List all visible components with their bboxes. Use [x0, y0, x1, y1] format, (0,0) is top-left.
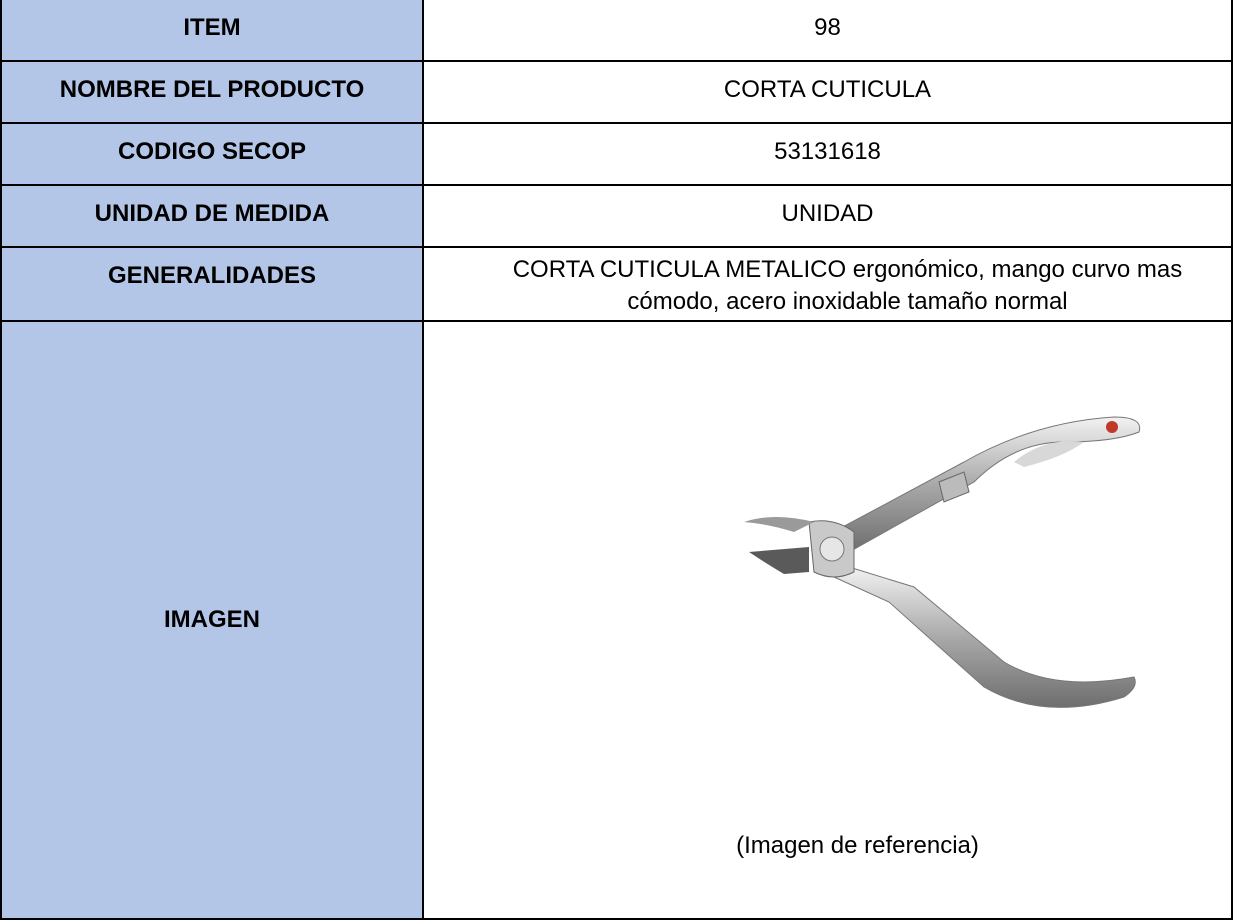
- label-cell: UNIDAD DE MEDIDA: [0, 184, 424, 248]
- label-cell: GENERALIDADES: [0, 246, 424, 322]
- row: GENERALIDADES CORTA CUTICULA METALICO er…: [0, 246, 1233, 322]
- label: UNIDAD DE MEDIDA: [94, 200, 330, 227]
- label-cell: CODIGO SECOP: [0, 122, 424, 186]
- value-cell: CORTA CUTICULA: [422, 60, 1233, 124]
- row: IMAGEN (Imagen de referencia): [0, 320, 1233, 920]
- label: CODIGO SECOP: [117, 138, 307, 165]
- row: ITEM 98: [0, 0, 1233, 62]
- label: GENERALIDADES: [107, 262, 317, 289]
- label: ITEM: [183, 14, 241, 41]
- product-image: [744, 416, 1141, 708]
- row: CODIGO SECOP 53131618: [0, 122, 1233, 186]
- label: IMAGEN: [164, 606, 260, 633]
- value-cell: 53131618: [422, 122, 1233, 186]
- image-cell: (Imagen de referencia): [422, 320, 1233, 920]
- value: CORTA CUTICULA: [723, 76, 932, 103]
- label: NOMBRE DEL PRODUCTO: [59, 76, 365, 103]
- value: 53131618: [774, 138, 881, 165]
- label-cell: IMAGEN: [0, 320, 424, 920]
- value-cell: CORTA CUTICULA METALICO ergonómico, mang…: [422, 246, 1233, 322]
- label-cell: NOMBRE DEL PRODUCTO: [0, 60, 424, 124]
- value-cell: UNIDAD: [422, 184, 1233, 248]
- image-caption: (Imagen de referencia): [736, 832, 979, 859]
- value-cell: 98: [422, 0, 1233, 62]
- value: UNIDAD: [781, 200, 874, 227]
- row: UNIDAD DE MEDIDA UNIDAD: [0, 184, 1233, 248]
- value: CORTA CUTICULA METALICO ergonómico, mang…: [512, 256, 1183, 315]
- value: 98: [814, 14, 841, 41]
- label-cell: ITEM: [0, 0, 424, 62]
- row: NOMBRE DEL PRODUCTO CORTA CUTICULA: [0, 60, 1233, 124]
